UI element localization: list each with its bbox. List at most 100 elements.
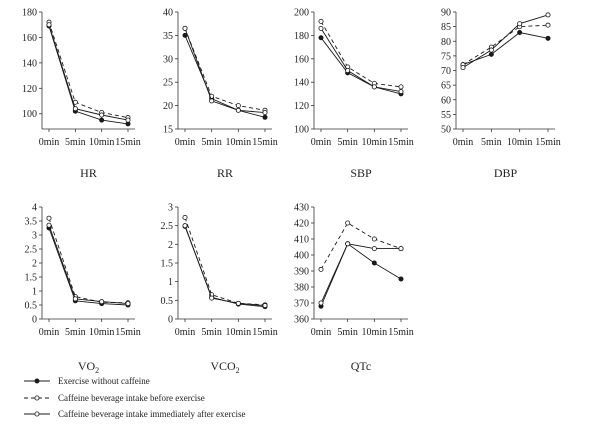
dbp-xtick-label: 15min: [535, 137, 561, 148]
dbp-series-1-point: [517, 29, 523, 35]
legend-item-1: Exercise without caffeine: [24, 376, 150, 386]
qtc-series-1-point: [371, 260, 377, 266]
vco2-ytick-label: 1.5: [161, 259, 174, 270]
rr-series-2-point: [235, 103, 241, 109]
hr-series-2-line: [48, 22, 129, 119]
hr-ytick-label: 180: [22, 8, 37, 19]
rr-xtick-label: 10min: [226, 137, 252, 148]
dbp-ytick-label: 70: [441, 66, 451, 77]
sbp-series-3-point: [398, 89, 404, 95]
sbp-series-3-point: [318, 25, 324, 31]
vo2-series-1-line: [48, 227, 129, 306]
vco2-ytick-label: 0: [168, 315, 173, 326]
dbp-series-2-line: [462, 24, 549, 65]
vo2-series-2-point: [46, 215, 52, 221]
vco2-xtick-label: 0min: [175, 327, 196, 338]
qtc-series-3-point: [345, 241, 351, 247]
dbp-series-3-line: [462, 14, 549, 68]
hr-xtick-label: 5min: [65, 137, 86, 148]
dbp-ytick-label: 85: [441, 22, 451, 33]
vo2-xtick-label: 0min: [39, 327, 60, 338]
rr-series-3-point: [182, 25, 188, 31]
dbp-series-1-line: [462, 32, 549, 66]
legend-label-3: Caffeine beverage intake immediately aft…: [58, 409, 245, 419]
hr-xtick-label: 10min: [89, 137, 115, 148]
vco2-series-3-point: [182, 223, 188, 229]
qtc-xtick-label: 0min: [311, 327, 332, 338]
vco2-series-2-point: [182, 214, 188, 220]
hr-ytick-label: 120: [22, 84, 37, 95]
vco2-ytick-label: 2: [168, 240, 173, 251]
dbp-ytick-label: 75: [441, 51, 451, 62]
rr-ytick-label: 40: [163, 8, 173, 19]
vo2-series-3-point: [125, 301, 131, 307]
dbp-series-3-point: [488, 47, 494, 53]
qtc-ytick-label: 420: [294, 219, 309, 230]
hr-ytick-label: 100: [22, 109, 37, 120]
hr-series-1-point: [99, 117, 105, 123]
rr-series-3-point: [262, 110, 268, 116]
qtc-xtick-label: 15min: [388, 327, 414, 338]
rr-ytick-label: 35: [163, 31, 173, 42]
qtc-series-3-point: [318, 300, 324, 306]
legend: Exercise without caffeine Caffeine bevera…: [24, 376, 245, 419]
sbp-ytick-label: 120: [294, 101, 309, 112]
rr-ytick-label: 15: [163, 125, 173, 136]
qtc-title: QTc: [351, 359, 371, 373]
sbp-xtick-label: 0min: [311, 137, 332, 148]
legend-marker-3: [34, 411, 40, 417]
sbp-xtick-label: 15min: [388, 137, 414, 148]
qtc-series-2-point: [318, 266, 324, 272]
sbp-ytick-label: 180: [294, 31, 309, 42]
vo2-series-3-point: [46, 222, 52, 228]
vo2-title: VO2: [78, 359, 99, 375]
dbp-xtick-label: 10min: [507, 137, 533, 148]
sbp-xtick-label: 10min: [362, 137, 388, 148]
rr-series-3-point: [235, 107, 241, 113]
vco2-series-3-point: [209, 295, 215, 301]
vo2-xtick-label: 5min: [65, 327, 86, 338]
rr-series-1-line: [184, 35, 266, 118]
rr-ytick-label: 30: [163, 54, 173, 65]
qtc-ytick-label: 410: [294, 235, 309, 246]
hr-series-1-line: [48, 25, 129, 125]
qtc-ytick-label: 380: [294, 283, 309, 294]
dbp-ytick-label: 60: [441, 95, 451, 106]
vo2-ytick-label: 1: [32, 287, 37, 298]
legend-label-1: Exercise without caffeine: [58, 376, 150, 386]
sbp-series-3-point: [371, 84, 377, 90]
rr-ytick-label: 25: [163, 78, 173, 89]
qtc-series-1-point: [398, 276, 404, 282]
panel-hr: 100 120 140 160 180 0min 5min 10min 15min HR: [22, 8, 141, 181]
hr-series-3-point: [99, 112, 105, 118]
panel-qtc: 360 370 380 390 400 410 420 430 0min 5min 10min 15m…: [294, 203, 414, 374]
qtc-xtick-label: 5min: [337, 327, 358, 338]
vo2-series-3-point: [72, 296, 78, 302]
vo2-ytick-label: 0: [32, 315, 37, 326]
vco2-series-3-line: [184, 225, 266, 307]
hr-series-3-point: [46, 22, 52, 28]
legend-marker-2: [34, 395, 40, 401]
vco2-ytick-label: 2.5: [161, 221, 174, 232]
vco2-title: VCO2: [210, 359, 239, 375]
vo2-ytick-label: 0.5: [25, 301, 38, 312]
qtc-series-3-line: [320, 243, 401, 304]
vo2-ytick-label: 2: [32, 259, 37, 270]
rr-xtick-label: 15min: [252, 137, 278, 148]
vo2-ytick-label: 2.5: [25, 245, 38, 256]
vco2-ytick-label: 0.5: [161, 296, 174, 307]
rr-xtick-label: 5min: [201, 137, 222, 148]
dbp-series-1-point: [488, 51, 494, 57]
vco2-ytick-label: 3: [168, 203, 173, 214]
rr-series-1-point: [182, 32, 188, 38]
rr-series-3-point: [209, 98, 215, 104]
dbp-xtick-label: 0min: [453, 137, 474, 148]
qtc-series-3-point: [371, 246, 377, 252]
vco2-series-3-point: [235, 300, 241, 306]
legend-label-2: Caffeine beverage intake before exercise: [58, 393, 205, 403]
vco2-xtick-label: 5min: [201, 327, 222, 338]
vco2-series-1-line: [184, 226, 266, 308]
sbp-series-1-line: [320, 37, 402, 95]
